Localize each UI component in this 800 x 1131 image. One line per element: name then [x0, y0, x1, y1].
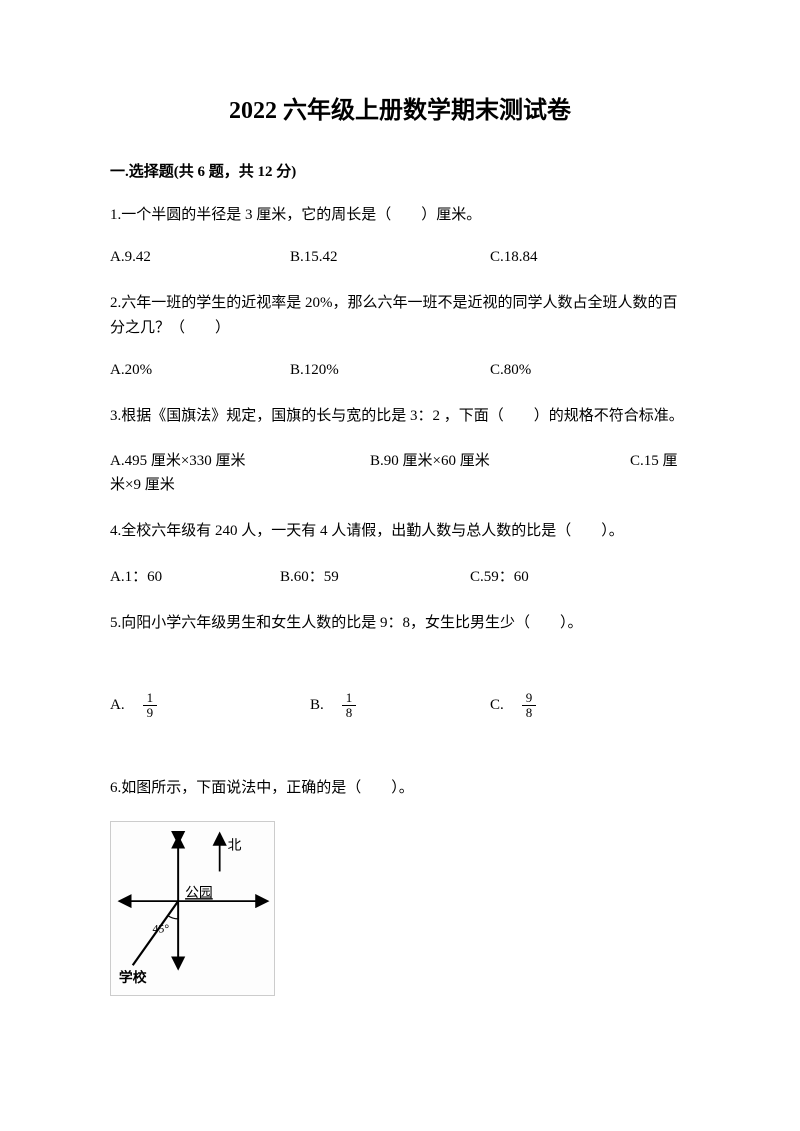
angle-label: 45°: [152, 922, 169, 936]
q4-option-b: B.60：59: [280, 565, 470, 586]
q5-options: A. 1 9 B. 1 8 C. 9 8: [110, 691, 690, 721]
q5-a-denominator: 9: [143, 706, 158, 720]
school-label: 学校: [119, 969, 147, 985]
north-label: 北: [228, 838, 242, 853]
q5-a-numerator: 1: [143, 691, 158, 706]
q2-option-c: C.80%: [490, 362, 670, 379]
park-label: 公园: [185, 885, 213, 900]
q5-c-label: C.: [490, 697, 504, 714]
q1-option-b: B.15.42: [290, 249, 490, 266]
q4-options: A.1：60 B.60：59 C.59：60: [110, 565, 690, 586]
q6-text: 6.如图所示，下面说法中，正确的是（ ）。: [110, 776, 690, 802]
q1-option-c: C.18.84: [490, 249, 670, 266]
q3-text: 3.根据《国旗法》规定，国旗的长与宽的比是 3：2 ，下面（ ）的规格不符合标准…: [110, 404, 690, 430]
q5-text: 5.向阳小学六年级男生和女生人数的比是 9：8，女生比男生少（ ）。: [110, 611, 690, 637]
q4-text: 4.全校六年级有 240 人，一天有 4 人请假，出勤人数与总人数的比是（ ）。: [110, 519, 690, 545]
q5-b-denominator: 8: [342, 706, 357, 720]
q2-option-b: B.120%: [290, 362, 490, 379]
q1-options: A.9.42 B.15.42 C.18.84: [110, 249, 690, 266]
q5-option-a: A. 1 9: [110, 691, 310, 721]
q3-option-a: A.495 厘米×330 厘米: [110, 449, 370, 470]
section-header: 一.选择题(共 6 题，共 12 分): [110, 160, 690, 181]
q5-b-numerator: 1: [342, 691, 357, 706]
q4-option-c: C.59：60: [470, 565, 529, 586]
q6-diagram: 北 公园 45° 学校: [110, 821, 275, 996]
q5-a-fraction: 1 9: [143, 691, 158, 721]
q2-options: A.20% B.120% C.80%: [110, 362, 690, 379]
q5-c-numerator: 9: [522, 691, 537, 706]
q4-option-a: A.1：60: [110, 565, 280, 586]
q3-option-b: B.90 厘米×60 厘米: [370, 449, 630, 470]
q2-text: 2.六年一班的学生的近视率是 20%，那么六年一班不是近视的同学人数占全班人数的…: [110, 291, 690, 342]
page-title: 2022 六年级上册数学期末测试卷: [110, 90, 690, 125]
q5-b-label: B.: [310, 697, 324, 714]
q1-text: 1.一个半圆的半径是 3 厘米，它的周长是（ ）厘米。: [110, 203, 690, 229]
q5-option-b: B. 1 8: [310, 691, 490, 721]
q5-b-fraction: 1 8: [342, 691, 357, 721]
q3-option-c-part2: 米×9 厘米: [110, 473, 690, 494]
q3-option-c-part1: C.15 厘: [630, 449, 690, 470]
q5-a-label: A.: [110, 697, 125, 714]
angle-arc: [168, 916, 178, 919]
q5-option-c: C. 9 8: [490, 691, 590, 721]
q5-c-denominator: 8: [522, 706, 537, 720]
q3-options: A.495 厘米×330 厘米 B.90 厘米×60 厘米 C.15 厘 米×9…: [110, 449, 690, 494]
q5-c-fraction: 9 8: [522, 691, 537, 721]
q1-option-a: A.9.42: [110, 249, 290, 266]
q2-option-a: A.20%: [110, 362, 290, 379]
